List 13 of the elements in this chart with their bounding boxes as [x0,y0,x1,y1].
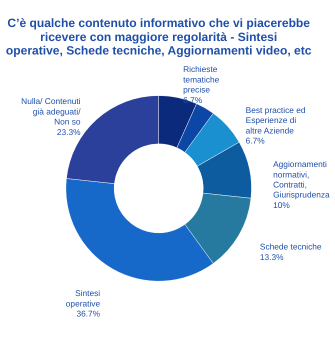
slice-label: Best practice ed Esperienze di altre Aziende [246,105,306,136]
data-label: 6.7% [246,136,266,146]
slice-label: Sintesi operative [66,288,100,308]
data-label: 23.3% [56,126,82,137]
slice-label: Aggiornamenti normativi, Contratti, Giurisprudenza [273,159,330,200]
data-label: 6.7% [183,94,203,105]
slice-label: Nulla/ Contenuti già adeguati/ Non so [21,96,82,127]
slice-label: Schede tecniche [260,242,322,252]
chart-title: C’è qualche contenuto informativo che vi piacerebbe ricevere con maggiore regolarità - Sintesi operative, Schede tecniche, Aggiornamenti video, etc [6,16,312,58]
data-label: 10% [273,200,290,210]
slice-label: Richieste tematiche precise [183,64,220,95]
data-label: 13.3% [260,252,284,262]
data-label: 36.7% [76,308,101,318]
